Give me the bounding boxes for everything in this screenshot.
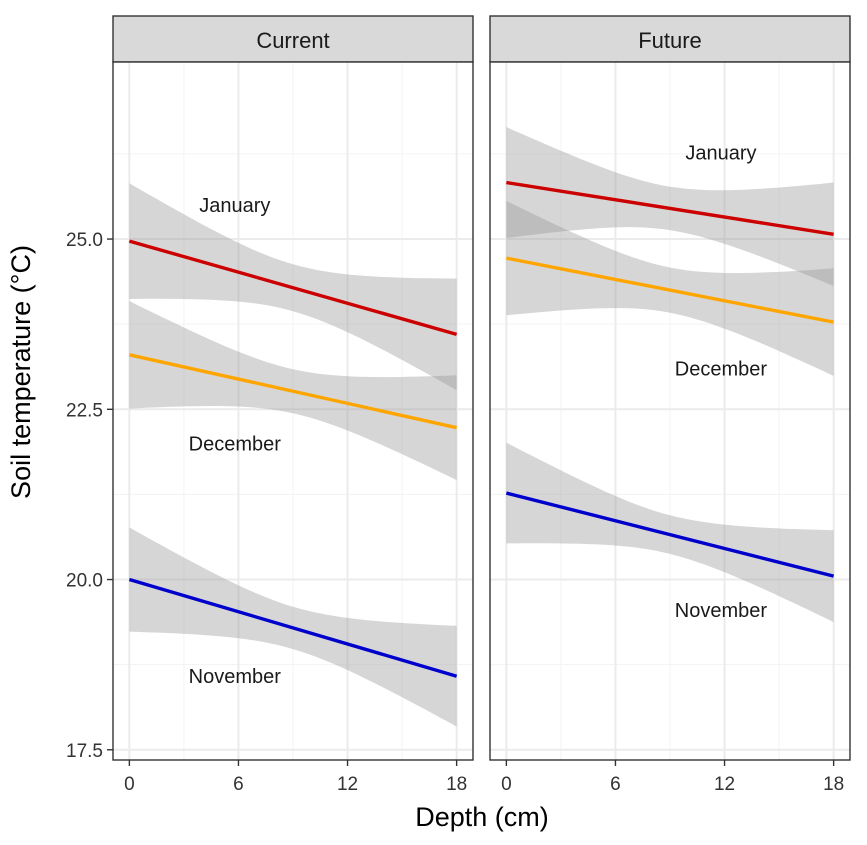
x-tick-label: 6 [610,774,621,795]
fit-line-november [128,577,458,678]
panel-border [112,61,474,761]
facet-strip [112,15,474,63]
facet-strip [489,15,851,63]
x-tick-label: 6 [233,774,244,795]
y-tick-label: 25.0 [66,230,103,251]
series-label-december: December [189,433,282,455]
series-label-january: January [199,195,270,217]
facet-panel-future: Future January December November 0 6 12 18 [489,15,851,795]
panel-border [489,61,851,761]
facet-panel-current: Current January December November 0 6 12 18 [112,15,474,795]
fit-line-november [505,491,835,578]
fit-line-december [506,256,834,324]
x-axis-title: Depth (cm) [415,802,549,832]
x-tick-label: 18 [823,774,844,795]
series-label-january: January [685,143,756,165]
fit-line-january [506,180,834,236]
y-tick-label: 22.5 [66,400,103,421]
y-tick-label: 17.5 [66,741,103,762]
facet-strip-label: Future [638,28,702,53]
series-label-november: November [675,600,768,622]
y-tick-label: 20.0 [66,571,103,592]
x-tick-label: 0 [501,774,512,795]
facet-strip-label: Current [256,28,329,53]
series-label-december: December [675,358,768,380]
confidence-band-november [506,442,834,623]
confidence-band-january [506,127,834,286]
x-tick-label: 12 [337,774,358,795]
x-tick-label: 12 [714,774,735,795]
series-label-november: November [189,666,282,688]
y-axis-title: Soil temperature (°C) [6,245,36,499]
fit-line-january [128,239,458,337]
fit-line-december [128,353,458,430]
x-tick-label: 18 [446,774,467,795]
x-tick-label: 0 [124,774,135,795]
